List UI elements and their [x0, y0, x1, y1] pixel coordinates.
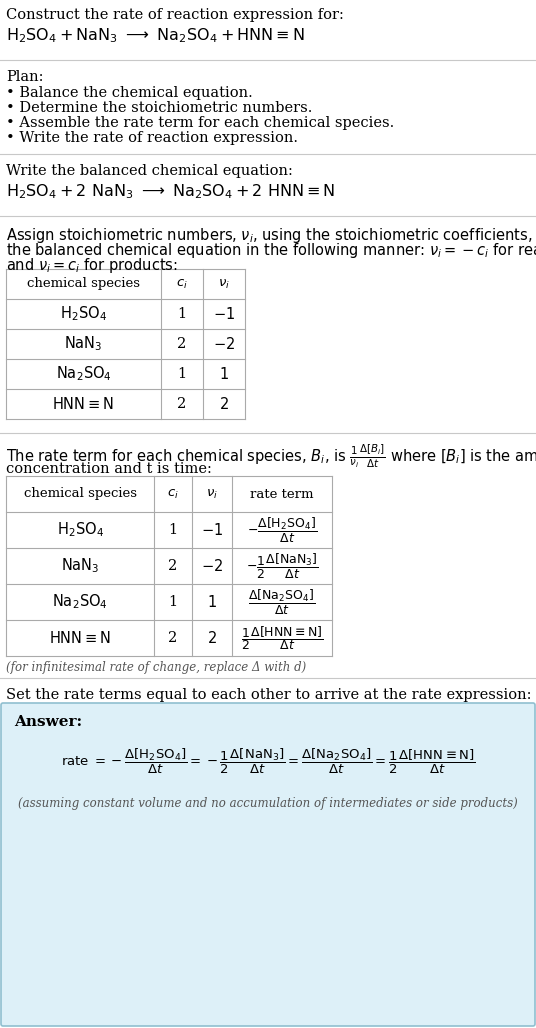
Text: (assuming constant volume and no accumulation of intermediates or side products): (assuming constant volume and no accumul…: [18, 797, 518, 810]
Text: Answer:: Answer:: [14, 715, 82, 729]
Text: $-\dfrac{1}{2}\dfrac{\Delta[\mathrm{NaN_3}]}{\Delta t}$: $-\dfrac{1}{2}\dfrac{\Delta[\mathrm{NaN_…: [245, 551, 318, 581]
Text: chemical species: chemical species: [27, 278, 140, 291]
Text: $-2$: $-2$: [201, 558, 223, 574]
Text: $2$: $2$: [207, 630, 217, 646]
Text: Construct the rate of reaction expression for:: Construct the rate of reaction expressio…: [6, 8, 344, 22]
Text: Set the rate terms equal to each other to arrive at the rate expression:: Set the rate terms equal to each other t…: [6, 688, 532, 702]
Text: $-1$: $-1$: [213, 306, 235, 322]
Text: (for infinitesimal rate of change, replace Δ with d): (for infinitesimal rate of change, repla…: [6, 661, 306, 674]
Text: $c_i$: $c_i$: [176, 278, 188, 291]
Text: $c_i$: $c_i$: [167, 487, 179, 501]
Text: rate term: rate term: [250, 487, 314, 501]
Text: $\mathrm{H_2SO_4 + 2\ NaN_3 \ \longrightarrow \ Na_2SO_4 + 2\ HNN{\equiv}N}$: $\mathrm{H_2SO_4 + 2\ NaN_3 \ \longright…: [6, 182, 336, 200]
Text: 1: 1: [168, 523, 177, 537]
Text: Plan:: Plan:: [6, 70, 43, 84]
Text: the balanced chemical equation in the following manner: $\nu_i = -c_i$ for react: the balanced chemical equation in the fo…: [6, 241, 536, 260]
Text: 1: 1: [177, 307, 187, 321]
Text: $\dfrac{\Delta[\mathrm{Na_2SO_4}]}{\Delta t}$: $\dfrac{\Delta[\mathrm{Na_2SO_4}]}{\Delt…: [248, 587, 316, 617]
Text: 2: 2: [177, 337, 187, 351]
Text: $2$: $2$: [219, 396, 229, 412]
Text: • Write the rate of reaction expression.: • Write the rate of reaction expression.: [6, 131, 298, 145]
Text: $\dfrac{1}{2}\dfrac{\Delta[\mathrm{HNN{\equiv}N}]}{\Delta t}$: $\dfrac{1}{2}\dfrac{\Delta[\mathrm{HNN{\…: [241, 624, 323, 652]
Text: rate $= -\dfrac{\Delta[\mathrm{H_2SO_4}]}{\Delta t} = -\dfrac{1}{2}\dfrac{\Delta: rate $= -\dfrac{\Delta[\mathrm{H_2SO_4}]…: [61, 747, 475, 776]
FancyBboxPatch shape: [1, 703, 535, 1026]
Text: $\mathrm{NaN_3}$: $\mathrm{NaN_3}$: [64, 335, 103, 354]
Text: 2: 2: [177, 397, 187, 411]
Text: $\mathrm{H_2SO_4}$: $\mathrm{H_2SO_4}$: [56, 520, 103, 540]
Text: $\mathrm{NaN_3}$: $\mathrm{NaN_3}$: [61, 556, 99, 576]
Text: 1: 1: [168, 595, 177, 609]
Text: • Balance the chemical equation.: • Balance the chemical equation.: [6, 86, 253, 100]
Text: Assign stoichiometric numbers, $\nu_i$, using the stoichiometric coefficients, $: Assign stoichiometric numbers, $\nu_i$, …: [6, 226, 536, 245]
Text: $1$: $1$: [219, 366, 229, 382]
Text: Write the balanced chemical equation:: Write the balanced chemical equation:: [6, 164, 293, 178]
Text: $-\dfrac{\Delta[\mathrm{H_2SO_4}]}{\Delta t}$: $-\dfrac{\Delta[\mathrm{H_2SO_4}]}{\Delt…: [247, 515, 317, 545]
Text: concentration and t is time:: concentration and t is time:: [6, 462, 212, 476]
Text: $\mathrm{H_2SO_4}$: $\mathrm{H_2SO_4}$: [60, 304, 107, 324]
Text: • Determine the stoichiometric numbers.: • Determine the stoichiometric numbers.: [6, 101, 312, 115]
Text: 1: 1: [177, 367, 187, 381]
Text: • Assemble the rate term for each chemical species.: • Assemble the rate term for each chemic…: [6, 116, 394, 130]
Text: 2: 2: [168, 631, 177, 645]
Text: $-1$: $-1$: [201, 522, 223, 538]
Text: $\mathrm{HNN{\equiv}N}$: $\mathrm{HNN{\equiv}N}$: [53, 396, 115, 412]
Text: $\mathrm{Na_2SO_4}$: $\mathrm{Na_2SO_4}$: [56, 365, 111, 383]
Text: 2: 2: [168, 559, 177, 573]
Text: $\mathrm{H_2SO_4 + NaN_3 \ \longrightarrow \ Na_2SO_4 + HNN{\equiv}N}$: $\mathrm{H_2SO_4 + NaN_3 \ \longrightarr…: [6, 26, 304, 44]
Text: and $\nu_i = c_i$ for products:: and $\nu_i = c_i$ for products:: [6, 256, 178, 276]
Text: chemical species: chemical species: [24, 487, 137, 501]
Text: $\nu_i$: $\nu_i$: [206, 487, 218, 501]
Text: $-2$: $-2$: [213, 336, 235, 352]
Text: $1$: $1$: [207, 594, 217, 610]
Text: The rate term for each chemical species, $B_i$, is $\frac{1}{\nu_i}\frac{\Delta[: The rate term for each chemical species,…: [6, 443, 536, 471]
Text: $\mathrm{HNN{\equiv}N}$: $\mathrm{HNN{\equiv}N}$: [49, 630, 111, 646]
Text: $\mathrm{Na_2SO_4}$: $\mathrm{Na_2SO_4}$: [52, 593, 108, 612]
Text: $\nu_i$: $\nu_i$: [218, 278, 230, 291]
